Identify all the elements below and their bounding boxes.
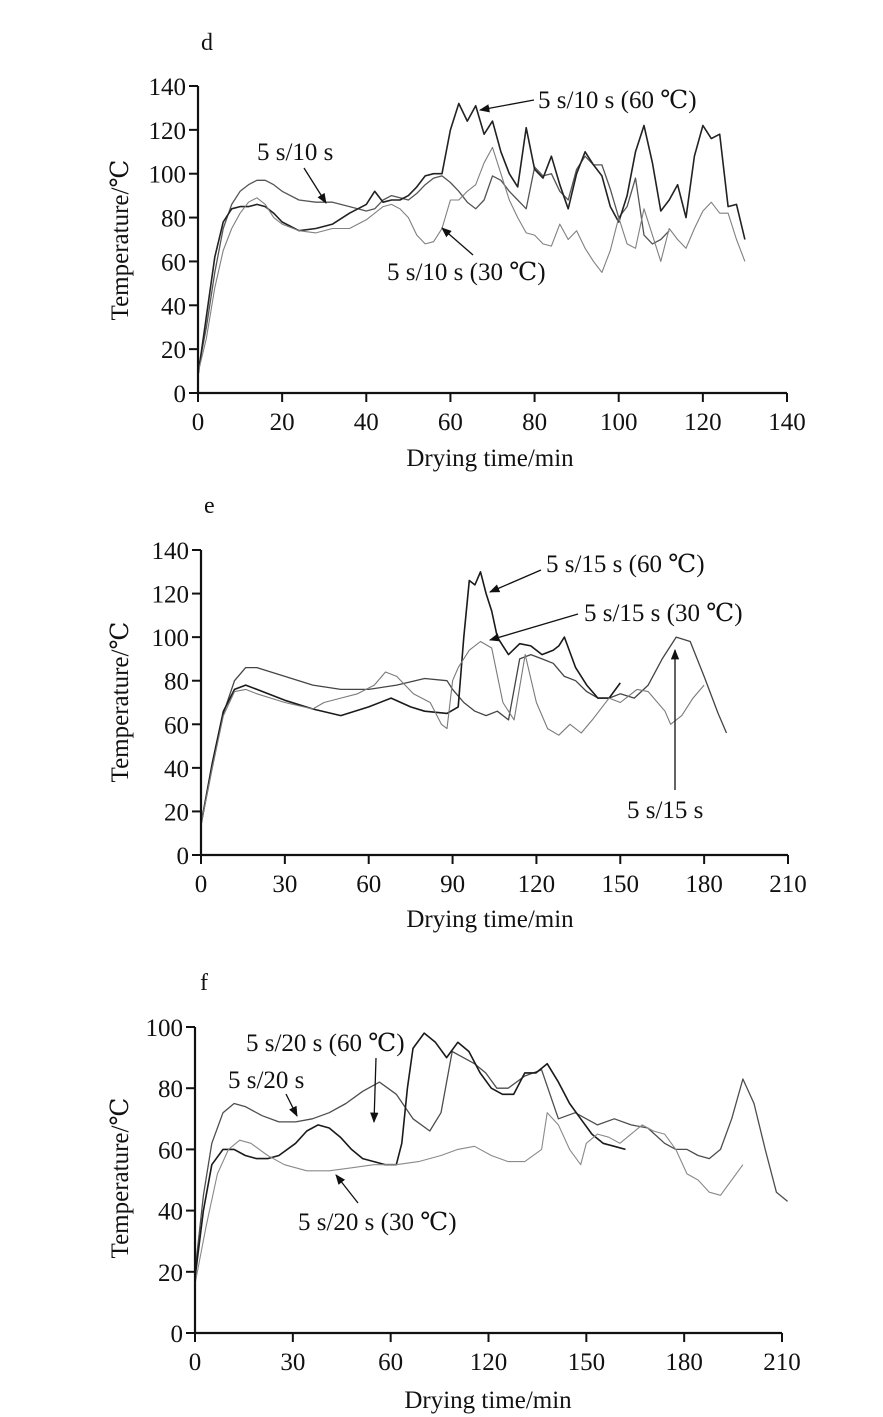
x-tick-label: 210	[769, 871, 807, 898]
y-tick-label: 0	[174, 381, 187, 408]
panel-label: d	[201, 30, 213, 56]
y-tick-label: 100	[149, 162, 187, 189]
annotation-label: 5 s/20 s (30 ℃)	[298, 1209, 457, 1236]
y-tick-label: 140	[152, 538, 190, 565]
annotation-arrow	[489, 613, 579, 642]
y-tick-label: 0	[171, 1321, 184, 1348]
y-tick-label: 60	[161, 249, 186, 276]
x-tick-label: 60	[356, 871, 381, 898]
annotation-label: 5 s/10 s (60 ℃)	[538, 87, 697, 114]
series-group	[194, 1032, 789, 1285]
axes: 0 20 40 60 80 100 120 140 0 20 40 60 80 100 120 140	[149, 74, 806, 436]
y-tick-label: 80	[164, 669, 189, 696]
y-tick-label: 60	[158, 1137, 183, 1164]
x-tick-label: 140	[768, 409, 806, 436]
x-tick-label: 210	[763, 1349, 801, 1376]
y-tick-label: 40	[158, 1199, 183, 1226]
x-tick-label: 80	[522, 409, 547, 436]
x-tick-label: 90	[440, 871, 465, 898]
y-tick-label: 120	[149, 118, 187, 145]
y-tick-label: 120	[152, 582, 190, 609]
annotation-label: 5 s/10 s (30 ℃)	[387, 259, 546, 286]
panel-label: f	[200, 970, 208, 996]
annotation-label: 5 s/15 s	[627, 797, 703, 824]
series-line-5-s-10-s-60	[197, 102, 746, 376]
annotations: 5 s/10 s 5 s/10 s (60 ℃) 5 s/10 s (30 ℃)	[257, 87, 697, 286]
y-tick-label: 20	[161, 337, 186, 364]
series-line-5-s-15-s-30	[200, 640, 705, 825]
series-line-5-s-15-s-60	[200, 571, 621, 825]
series-line-5-s-20-s-60	[194, 1032, 626, 1278]
axes: 0 30 60 90 120 150 180 210 0 20 40 60 80 100 120 140	[152, 538, 807, 898]
x-tick-label: 120	[518, 871, 556, 898]
annotation-arrow	[335, 1174, 359, 1204]
y-tick-label: 140	[149, 74, 187, 101]
y-tick-label: 100	[152, 625, 190, 652]
x-tick-label: 60	[378, 1349, 403, 1376]
x-tick-label: 180	[685, 871, 723, 898]
annotation-arrow	[441, 227, 474, 256]
series-group	[197, 102, 746, 376]
x-tick-label: 0	[195, 871, 208, 898]
y-tick-label: 40	[164, 756, 189, 783]
panel-d: d 0 20 40 60 80 100 120 140 0 20 40 60 80 100 120 140 D…	[107, 30, 806, 472]
y-tick-label: 20	[164, 799, 189, 826]
annotation-arrow	[370, 1057, 379, 1124]
y-axis-title: Temperature/℃	[107, 1098, 134, 1259]
x-tick-label: 180	[665, 1349, 703, 1376]
x-tick-label: 60	[438, 409, 463, 436]
x-tick-label: 20	[270, 409, 295, 436]
x-tick-label: 120	[684, 409, 722, 436]
annotation-label: 5 s/10 s	[257, 139, 333, 166]
annotation-label: 5 s/20 s (60 ℃)	[246, 1030, 405, 1057]
x-tick-label: 120	[470, 1349, 508, 1376]
panel-f: f 0 30 60 120 150 180 210 0 20 40 60 80 100 Drying t…	[107, 970, 801, 1414]
series-line-5-s-10-s-30	[197, 146, 746, 374]
axes: 0 30 60 120 150 180 210 0 20 40 60 80 100	[146, 1015, 801, 1376]
y-tick-label: 60	[164, 712, 189, 739]
annotations: 5 s/15 s (60 ℃) 5 s/15 s (30 ℃) 5 s/15 s	[489, 551, 743, 824]
series-line-5-s-10-s	[197, 155, 670, 372]
panel-label: e	[204, 493, 215, 519]
series-group	[200, 571, 728, 825]
y-tick-label: 40	[161, 293, 186, 320]
x-axis-title: Drying time/min	[404, 1387, 572, 1414]
series-line-5-s-15-s	[200, 636, 728, 825]
annotation-label: 5 s/15 s (60 ℃)	[546, 551, 705, 578]
x-axis-title: Drying time/min	[406, 906, 574, 933]
y-axis-title: Temperature/℃	[107, 160, 134, 321]
annotation-arrow	[489, 569, 542, 593]
x-axis-title: Drying time/min	[406, 445, 574, 472]
x-tick-label: 30	[280, 1349, 305, 1376]
x-tick-label: 150	[602, 871, 640, 898]
y-tick-label: 0	[177, 843, 190, 870]
annotation-arrow	[303, 167, 327, 204]
annotation-arrow	[285, 1093, 298, 1117]
x-tick-label: 0	[192, 409, 205, 436]
y-tick-label: 20	[158, 1260, 183, 1287]
annotations: 5 s/20 s (60 ℃) 5 s/20 s 5 s/20 s (30 ℃)	[228, 1030, 457, 1236]
y-tick-label: 100	[146, 1015, 184, 1042]
panel-e: e 0 30 60 90 120 150 180 210020406080100120140 …	[107, 493, 807, 933]
x-tick-label: 40	[354, 409, 379, 436]
series-line-5-s-20-s	[194, 1050, 789, 1272]
annotation-arrow	[478, 99, 535, 113]
x-tick-label: 0	[189, 1349, 202, 1376]
annotation-label: 5 s/15 s (30 ℃)	[584, 600, 743, 627]
x-tick-label: 150	[568, 1349, 606, 1376]
series-line-5-s-20-s-30	[194, 1112, 744, 1285]
x-tick-label: 30	[272, 871, 297, 898]
y-tick-label: 80	[158, 1076, 183, 1103]
annotation-label: 5 s/20 s	[228, 1067, 304, 1094]
y-tick-label: 80	[161, 206, 186, 233]
y-axis-title: Temperature/℃	[107, 622, 134, 783]
x-tick-label: 100	[600, 409, 638, 436]
